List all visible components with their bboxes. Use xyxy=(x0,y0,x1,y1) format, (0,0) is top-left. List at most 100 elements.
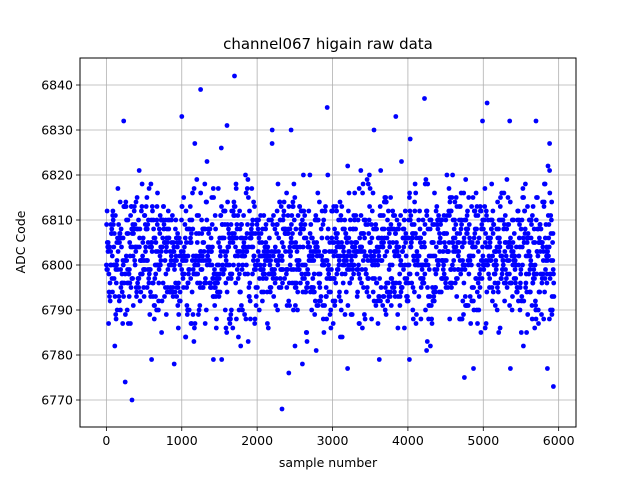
data-point xyxy=(513,280,518,286)
data-point xyxy=(160,280,166,286)
data-point xyxy=(356,271,362,277)
data-point xyxy=(524,240,530,245)
data-point xyxy=(447,316,453,322)
data-point xyxy=(436,262,441,268)
x-tick-label: 4000 xyxy=(392,433,424,448)
data-point xyxy=(315,244,320,250)
data-point xyxy=(510,294,515,299)
data-point xyxy=(132,222,138,227)
data-point xyxy=(442,240,447,245)
data-point xyxy=(343,231,349,236)
data-point xyxy=(245,222,250,227)
data-point xyxy=(497,244,503,250)
data-point xyxy=(334,235,339,241)
data-point xyxy=(386,208,391,214)
y-tick-label: 6830 xyxy=(41,123,73,138)
data-point xyxy=(445,285,451,290)
outlier-point xyxy=(551,384,556,389)
data-point xyxy=(165,240,170,245)
data-point xyxy=(486,253,492,259)
data-point xyxy=(232,204,238,209)
data-point xyxy=(206,258,212,263)
data-point xyxy=(300,244,306,250)
data-point xyxy=(335,267,341,272)
data-point xyxy=(378,168,384,173)
data-point xyxy=(464,213,470,218)
data-point xyxy=(227,262,232,268)
data-point xyxy=(412,181,418,187)
data-point xyxy=(466,271,472,277)
data-point xyxy=(125,231,131,236)
data-point xyxy=(160,235,166,241)
data-point xyxy=(342,312,348,317)
data-point xyxy=(470,195,476,200)
data-point xyxy=(238,343,244,349)
data-point xyxy=(251,258,256,263)
data-point xyxy=(312,298,318,304)
data-point xyxy=(316,249,322,254)
data-point xyxy=(300,217,305,223)
data-point xyxy=(480,253,486,259)
data-point xyxy=(466,195,472,200)
data-point xyxy=(420,217,426,223)
data-point xyxy=(187,204,193,209)
data-point xyxy=(179,204,185,209)
data-point xyxy=(323,204,328,209)
data-point xyxy=(512,258,518,263)
data-point xyxy=(303,235,309,241)
data-point xyxy=(432,190,437,196)
data-point xyxy=(518,267,524,272)
data-point xyxy=(177,289,183,295)
data-point xyxy=(334,271,340,277)
data-point xyxy=(463,217,469,223)
data-point xyxy=(368,240,373,245)
data-point xyxy=(173,217,179,223)
data-point xyxy=(362,217,368,223)
data-point xyxy=(124,258,130,263)
outlier-point xyxy=(345,366,350,371)
data-point xyxy=(304,330,310,335)
data-point xyxy=(427,226,433,232)
data-point xyxy=(483,231,488,236)
data-point xyxy=(353,226,358,232)
data-point xyxy=(217,244,223,250)
data-point xyxy=(462,267,468,272)
data-point xyxy=(140,235,146,241)
data-point xyxy=(242,312,248,317)
data-point xyxy=(527,267,533,272)
data-point xyxy=(290,231,295,236)
data-point xyxy=(356,186,362,191)
data-point xyxy=(153,271,159,277)
data-point xyxy=(500,262,506,268)
data-point xyxy=(526,271,532,277)
data-point xyxy=(293,285,299,290)
data-point xyxy=(354,294,360,299)
data-point xyxy=(446,186,452,191)
data-point xyxy=(386,267,392,272)
data-point xyxy=(390,208,396,214)
data-point xyxy=(310,276,316,281)
data-point xyxy=(185,253,191,259)
data-point xyxy=(268,258,273,263)
data-point xyxy=(461,280,467,286)
data-point xyxy=(120,321,126,326)
data-point xyxy=(170,213,175,218)
data-point xyxy=(249,186,255,191)
data-point xyxy=(405,280,411,286)
data-point xyxy=(245,271,251,277)
data-point xyxy=(159,244,165,250)
y-tick-label: 6790 xyxy=(41,303,73,318)
y-tick-label: 6780 xyxy=(41,348,73,363)
data-point xyxy=(452,235,458,241)
data-point xyxy=(116,222,121,227)
data-point xyxy=(412,208,418,214)
data-point xyxy=(497,240,502,245)
data-point xyxy=(338,217,344,223)
data-point xyxy=(113,213,118,218)
data-point xyxy=(328,325,334,331)
data-point xyxy=(341,244,346,250)
data-point xyxy=(223,280,229,286)
data-point xyxy=(158,249,164,254)
data-point xyxy=(461,190,467,196)
data-point xyxy=(148,181,154,187)
